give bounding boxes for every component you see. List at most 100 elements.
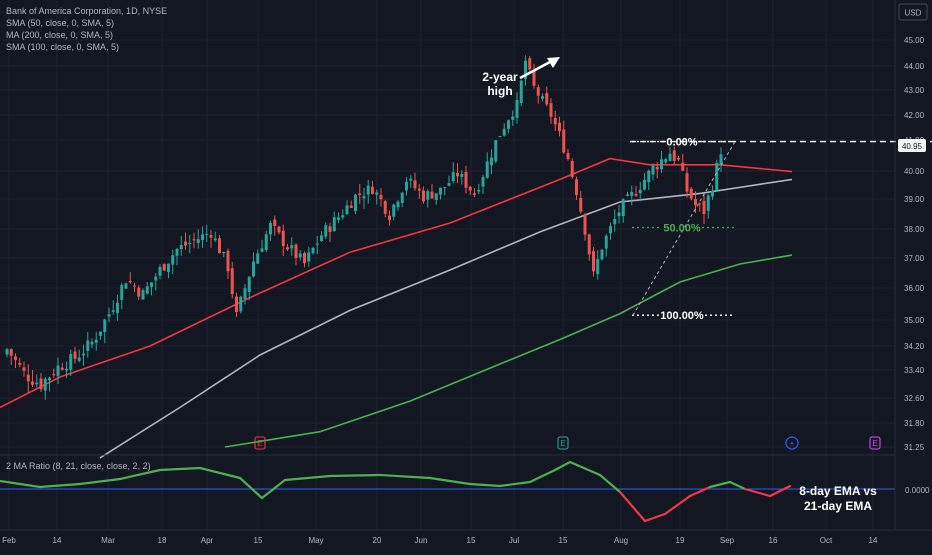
candle-body xyxy=(354,194,357,212)
candle-body xyxy=(609,226,612,234)
currency-badge[interactable] xyxy=(898,3,928,21)
candle-body xyxy=(167,263,170,272)
fib-retracement: 0.00% 50.00% 100.00% xyxy=(630,137,932,322)
candle-body xyxy=(69,354,73,370)
ratio-segment xyxy=(0,479,42,489)
indicator-legend[interactable]: 2 MA Ratio (8, 21, close, close, 2, 2) xyxy=(6,461,151,471)
candle-body xyxy=(90,341,94,345)
grid xyxy=(0,0,895,530)
ratio-segment xyxy=(38,482,82,489)
sma100-line xyxy=(99,178,793,459)
arrow-head-icon xyxy=(547,57,560,68)
candle-body xyxy=(243,288,247,299)
ratio-segment xyxy=(728,480,747,491)
time-axis[interactable]: Feb 14 Mar 18 Apr 15 May 20 Jun 15 Jul 15 Aug 19 Sep 16… xyxy=(2,536,878,545)
candle-body xyxy=(222,252,226,254)
candle-body xyxy=(286,247,289,250)
candle-body xyxy=(116,302,119,313)
candle-body xyxy=(264,234,268,250)
candle-body xyxy=(562,129,566,153)
candle-body xyxy=(583,214,587,235)
time-tick-label: 15 xyxy=(254,536,263,545)
candle-body xyxy=(396,201,400,208)
candle-body xyxy=(133,285,136,287)
candle-body xyxy=(269,222,272,235)
candle-body xyxy=(48,377,51,381)
candle-body xyxy=(685,173,689,192)
time-tick-label: 16 xyxy=(769,536,778,545)
time-tick-label: Jun xyxy=(415,536,428,545)
candle-body xyxy=(485,161,489,178)
candle-body xyxy=(426,191,430,200)
candle-body xyxy=(651,165,655,175)
legend-sma50[interactable]: SMA (50, close, 0, SMA, 5) xyxy=(6,18,114,28)
candle-body xyxy=(706,195,710,211)
candle-body xyxy=(434,193,438,200)
candle-body xyxy=(141,290,145,300)
candle-body xyxy=(179,245,183,249)
candle-body xyxy=(281,230,285,247)
candle-body xyxy=(494,140,498,162)
candle-body xyxy=(277,226,281,233)
candle-body xyxy=(18,362,22,365)
candle-body xyxy=(383,201,387,214)
ratio-segment xyxy=(768,484,792,498)
candle-body xyxy=(188,242,192,245)
time-tick-label: May xyxy=(308,536,323,545)
candle-body xyxy=(43,378,47,391)
ratio-segment xyxy=(618,490,647,523)
candle-body xyxy=(298,253,302,258)
time-tick-label: Mar xyxy=(101,536,115,545)
candle-body xyxy=(698,203,702,205)
candle-body xyxy=(617,212,621,217)
annotation-high-line2: high xyxy=(487,84,512,98)
candle-body xyxy=(600,249,604,260)
candle-body xyxy=(443,187,447,189)
candle-body xyxy=(358,193,362,195)
time-tick-label: 20 xyxy=(373,536,382,545)
legend-ma200[interactable]: MA (200, close, 0, SMA, 5) xyxy=(6,30,113,40)
candle-body xyxy=(660,159,663,170)
candle-body xyxy=(694,199,697,205)
candle-body xyxy=(630,191,634,196)
price-tick-label: 42.00 xyxy=(904,111,925,120)
ratio-segment xyxy=(260,478,287,500)
ratio-segment xyxy=(568,460,602,477)
time-tick-label: 19 xyxy=(676,536,685,545)
price-axis[interactable]: 45.0044.0043.0042.0041.0040.0039.0038.00… xyxy=(904,36,925,452)
candle-body xyxy=(647,170,651,183)
candle-body xyxy=(451,172,455,182)
candle-body xyxy=(456,172,459,177)
candle-body xyxy=(311,247,315,254)
last-price-label: 40.95 xyxy=(902,142,923,151)
candle-body xyxy=(371,186,374,194)
legend-sma100[interactable]: SMA (100, close, 0, SMA, 5) xyxy=(6,42,119,52)
time-tick-label: Aug xyxy=(614,536,628,545)
time-tick-label: 18 xyxy=(158,536,167,545)
price-tick-label: 34.20 xyxy=(904,342,925,351)
candle-body xyxy=(672,150,676,161)
candle-body xyxy=(613,218,617,225)
price-tick-label: 43.00 xyxy=(904,86,925,95)
candle-body xyxy=(464,171,468,188)
candle-body xyxy=(235,296,238,313)
candle-body xyxy=(303,252,306,264)
candle-body xyxy=(507,120,510,129)
candle-body xyxy=(549,103,553,117)
candles xyxy=(5,55,723,400)
candle-body xyxy=(570,160,574,177)
candle-body xyxy=(711,190,714,197)
candle-body xyxy=(515,99,519,118)
candle-body xyxy=(252,261,255,277)
candle-body xyxy=(460,174,464,177)
arrow-icon xyxy=(519,60,551,80)
last-price-badge xyxy=(898,139,926,152)
sma50-line xyxy=(0,157,793,409)
candle-body xyxy=(362,196,366,199)
candle-body xyxy=(447,183,451,186)
ratio-segment xyxy=(663,494,692,516)
candle-body xyxy=(31,381,34,385)
candle-body xyxy=(545,93,549,105)
candle-body xyxy=(417,188,421,191)
